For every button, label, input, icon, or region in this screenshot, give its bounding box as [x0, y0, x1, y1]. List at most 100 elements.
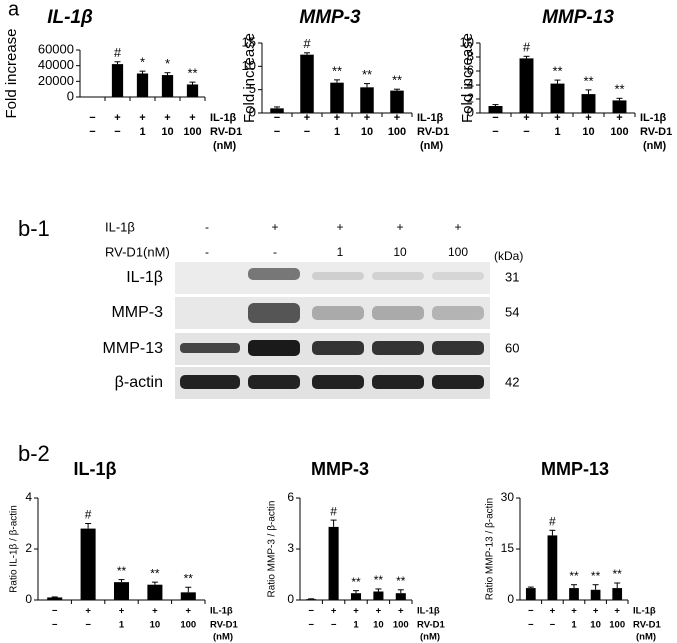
- condition-label: 10: [161, 126, 173, 138]
- bar: [525, 588, 536, 600]
- band: [432, 306, 484, 320]
- significance: *: [140, 55, 145, 70]
- condition-label: −: [308, 620, 314, 631]
- condition-name: RV-D1: [210, 126, 242, 138]
- significance: **: [613, 567, 623, 581]
- condition-label: +: [523, 112, 529, 124]
- bar: [136, 73, 149, 97]
- condition-label: −: [52, 606, 58, 617]
- significance: **: [351, 575, 361, 589]
- y-axis-label: Ratio MMP-3 / β-actin: [267, 501, 278, 598]
- band: [312, 272, 364, 280]
- y-tick-label: 4: [467, 76, 474, 91]
- condition-name: IL-1β: [210, 606, 233, 617]
- blot-header-label: 10: [393, 245, 407, 259]
- condition-label: +: [593, 606, 599, 617]
- significance: **: [392, 73, 402, 88]
- condition-label: 10: [361, 126, 373, 138]
- condition-label: 100: [180, 620, 196, 631]
- band: [248, 375, 300, 389]
- condition-label: 1: [334, 126, 340, 138]
- significance: #: [549, 514, 556, 528]
- condition-label: 1: [353, 620, 359, 631]
- condition-label: 10: [150, 620, 161, 631]
- condition-label: +: [114, 112, 120, 124]
- band: [372, 341, 424, 355]
- y-tick-label: 10: [460, 34, 474, 49]
- condition-label: +: [189, 112, 195, 124]
- condition-label: +: [353, 606, 359, 617]
- band: [312, 306, 364, 320]
- condition-unit: (nM): [213, 140, 237, 152]
- band: [312, 375, 364, 389]
- y-axis-label: Fold increase: [459, 33, 476, 123]
- condition-label: −: [523, 126, 529, 138]
- condition-unit: (nM): [213, 632, 233, 643]
- condition-label: +: [616, 112, 622, 124]
- condition-label: +: [334, 112, 340, 124]
- bar: [590, 589, 601, 600]
- blot-row-name: IL-1β: [126, 269, 163, 286]
- condition-label: +: [376, 606, 382, 617]
- significance: **: [117, 564, 127, 578]
- significance: **: [552, 64, 562, 79]
- bar: [113, 582, 130, 600]
- y-tick-label: 0: [25, 592, 32, 606]
- condition-label: 10: [582, 126, 594, 138]
- chart-title: MMP-13: [542, 7, 614, 28]
- bar: [180, 592, 196, 600]
- significance: **: [396, 574, 406, 588]
- significance: **: [150, 566, 160, 580]
- condition-label: +: [331, 606, 337, 617]
- condition-name: RV-D1: [633, 620, 662, 631]
- y-tick-label: 0: [507, 592, 514, 606]
- condition-name: IL-1β: [633, 606, 656, 617]
- significance: **: [614, 82, 624, 97]
- bar: [612, 588, 623, 600]
- condition-label: 1: [571, 620, 577, 631]
- condition-label: +: [364, 112, 370, 124]
- bar: [306, 599, 317, 600]
- condition-label: −: [528, 606, 534, 617]
- condition-label: +: [571, 606, 577, 617]
- blot-header-label: -: [273, 245, 277, 259]
- panel-label: b-2: [18, 441, 50, 466]
- y-tick-label: 6: [287, 490, 294, 504]
- blot-header-name: IL-1β: [105, 219, 135, 234]
- chart-title: MMP-3: [311, 459, 369, 479]
- band: [180, 343, 240, 353]
- bar: [569, 588, 579, 600]
- condition-label: −: [274, 126, 280, 138]
- y-axis-label: Ratio MMP-13 / β-actin: [485, 498, 496, 600]
- significance: #: [523, 40, 531, 55]
- significance: #: [114, 45, 122, 60]
- band: [432, 375, 484, 389]
- blot-row-name: β-actin: [115, 374, 163, 391]
- significance: **: [374, 573, 384, 587]
- y-tick-label: 5: [249, 81, 256, 96]
- condition-name: RV-D1: [417, 126, 449, 138]
- bar: [186, 84, 199, 97]
- y-axis-label: Fold increase: [241, 33, 258, 123]
- band: [248, 340, 300, 356]
- significance: #: [330, 504, 337, 518]
- bar: [519, 58, 534, 113]
- significance: **: [583, 73, 593, 88]
- band: [248, 303, 300, 323]
- bar: [360, 87, 374, 113]
- condition-label: −: [114, 126, 120, 138]
- y-tick-label: 4: [25, 490, 32, 504]
- condition-label: +: [164, 112, 170, 124]
- condition-label: +: [119, 606, 125, 617]
- blot-header-label: +: [271, 220, 278, 234]
- significance: **: [591, 569, 601, 583]
- bar: [147, 584, 163, 600]
- condition-label: 10: [373, 620, 384, 631]
- condition-label: −: [528, 620, 534, 631]
- y-axis-label: Ratio IL-1β / β-actin: [9, 505, 20, 593]
- condition-name: RV-D1: [210, 620, 239, 631]
- y-tick-label: 15: [501, 541, 515, 555]
- y-tick-label: 10: [242, 58, 256, 73]
- band: [372, 375, 424, 389]
